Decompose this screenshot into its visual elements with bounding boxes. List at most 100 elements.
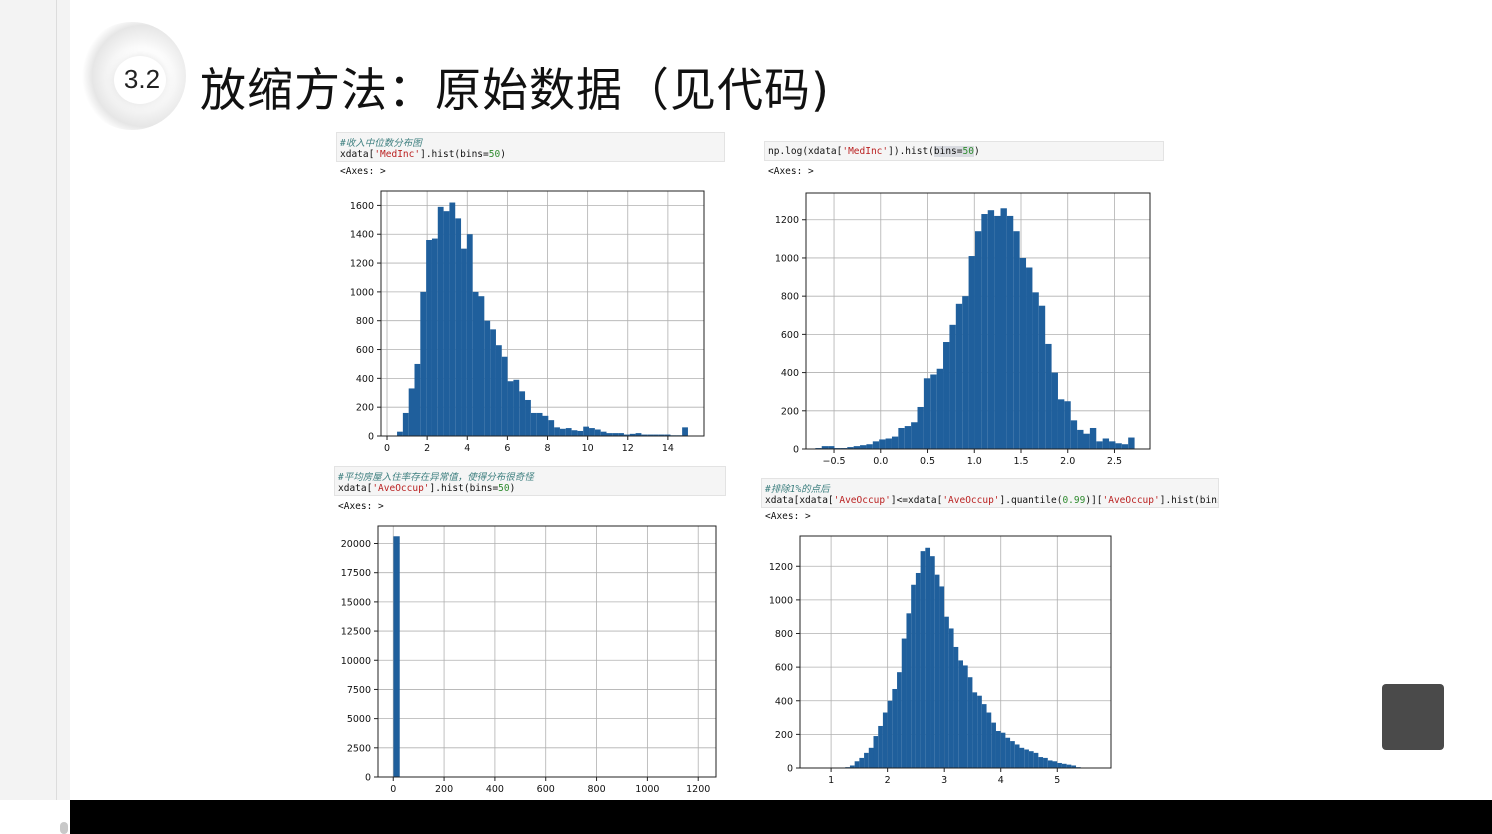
x-tick-label: 0.5: [920, 456, 935, 467]
histogram-bar: [629, 433, 636, 436]
histogram-bar: [393, 536, 400, 777]
scroll-indicator[interactable]: [60, 822, 68, 834]
histogram-bar: [974, 231, 982, 449]
bottom-black-bar: [70, 800, 1492, 834]
histogram-bar: [542, 415, 549, 436]
histogram-bar: [859, 757, 865, 768]
histogram-bar: [397, 431, 403, 436]
histogram-aveoccup: 0 200 400 600 800 1000 1200 0 2500 5000 7500 10000 1…: [341, 525, 717, 795]
histogram-bar: [1045, 343, 1052, 449]
y-tick-label: 1000: [350, 287, 374, 298]
x-tick-label: 1200: [686, 784, 710, 795]
histogram-bar: [1005, 737, 1011, 768]
x-tick-label: 4: [464, 443, 470, 454]
y-tick-label: 0: [365, 773, 371, 784]
histogram-bar: [1047, 760, 1053, 768]
histogram-bar: [1109, 441, 1116, 449]
cell-output-text: <Axes: >: [340, 166, 386, 177]
histogram-bar: [472, 291, 479, 436]
code-cell-medinc-hist[interactable]: #收入中位数分布图 xdata['MedInc'].hist(bins=50): [336, 132, 725, 162]
code-cell-aveoccup-filtered-hist[interactable]: #排除1%的点后 xdata[xdata['AveOccup']<=xdata[…: [761, 478, 1219, 508]
y-tick-label: 400: [781, 368, 799, 379]
code-number: 50: [488, 149, 501, 160]
histogram-bar: [872, 441, 880, 449]
histogram-bar: [455, 218, 462, 436]
histogram-bar: [920, 551, 926, 768]
code-comment: #排除1%的点后: [765, 484, 830, 495]
histogram-bar: [968, 256, 975, 449]
code-highlight: bins=: [933, 146, 963, 157]
histogram-bar: [571, 430, 578, 436]
histogram-bar: [443, 211, 450, 436]
x-tick-label: 2: [885, 775, 891, 786]
histogram-bar: [589, 428, 595, 436]
code-string: 'AveOccup': [372, 483, 430, 494]
histogram-bar: [868, 747, 874, 768]
histogram-bar: [490, 329, 496, 436]
histogram-bar: [901, 638, 907, 768]
histogram-bar: [962, 665, 968, 768]
y-tick-label: 800: [356, 316, 374, 327]
y-tick-label: 400: [775, 696, 793, 707]
histogram-bar: [1006, 215, 1014, 449]
histogram-bar: [1051, 372, 1058, 449]
histogram-bar: [994, 215, 1001, 449]
code-string: 'MedInc': [842, 146, 889, 157]
histogram-bar: [664, 434, 671, 436]
histogram-bar: [887, 700, 893, 768]
histogram-bar: [986, 712, 992, 768]
histogram-bar: [911, 584, 916, 768]
histogram-bar: [612, 433, 619, 436]
x-tick-label: 3: [941, 775, 947, 786]
y-tick-label: 15000: [341, 597, 371, 608]
histogram-bar: [853, 446, 861, 449]
code-text: xdata[: [338, 483, 373, 494]
cell-output-text: <Axes: >: [768, 166, 814, 177]
x-tick-label: 2: [424, 443, 430, 454]
histogram-bar: [915, 572, 921, 768]
code-text: xdata[xdata['AveOccup']<=xdata['AveOccup…: [765, 495, 1218, 506]
plot-frame: [377, 525, 717, 778]
histogram-bar: [936, 368, 944, 449]
histogram-bar: [1033, 752, 1039, 768]
y-tick-label: 12500: [341, 627, 371, 638]
x-tick-label: 200: [435, 784, 453, 795]
histogram-bar: [420, 291, 427, 436]
histogram-bar: [972, 692, 978, 768]
histogram-bar: [402, 412, 409, 436]
code-cell-log-medinc-hist[interactable]: np.log(xdata['MedInc']).hist(bins=50): [764, 141, 1164, 161]
histogram-bar: [635, 433, 642, 436]
code-text: ]<=xdata[: [890, 495, 943, 506]
y-tick-label: 200: [781, 406, 799, 417]
x-tick-label: 400: [486, 784, 504, 795]
histogram-bar: [653, 434, 659, 436]
x-tick-label: 1: [828, 775, 834, 786]
code-text: np.log(xdata[: [768, 146, 843, 157]
histogram-bar: [1014, 744, 1020, 768]
histogram-bar: [426, 240, 432, 436]
code-cell-aveoccup-hist[interactable]: #平均房屋入住率存在异常值，使得分布很奇怪 xdata['AveOccup'].…: [334, 466, 726, 496]
histogram-bar: [530, 412, 537, 436]
code-text: xdata[: [340, 149, 375, 160]
y-tick-label: 0: [368, 432, 374, 443]
histogram-bar: [658, 434, 665, 436]
histogram-bar: [554, 427, 560, 436]
histogram-bar: [682, 427, 688, 436]
histogram-bar: [906, 613, 912, 768]
y-tick-label: 7500: [347, 685, 371, 696]
histogram-bar: [513, 379, 520, 436]
code-text: ].hist(bins=: [429, 483, 499, 494]
histogram-bar: [478, 296, 485, 436]
histogram-bar: [1024, 749, 1029, 768]
code-number: 50: [962, 146, 974, 157]
histogram-bar: [583, 426, 590, 436]
left-rail: [0, 0, 70, 834]
histogram-bar: [1013, 231, 1020, 449]
y-tick-label: 1200: [769, 562, 793, 573]
histogram-bar: [923, 378, 931, 449]
y-tick-label: 20000: [341, 539, 371, 550]
code-comment: #收入中位数分布图: [340, 138, 422, 149]
code-text: ].quantile(: [999, 495, 1063, 506]
histogram-bar: [879, 439, 886, 449]
histogram-bar: [577, 430, 584, 436]
